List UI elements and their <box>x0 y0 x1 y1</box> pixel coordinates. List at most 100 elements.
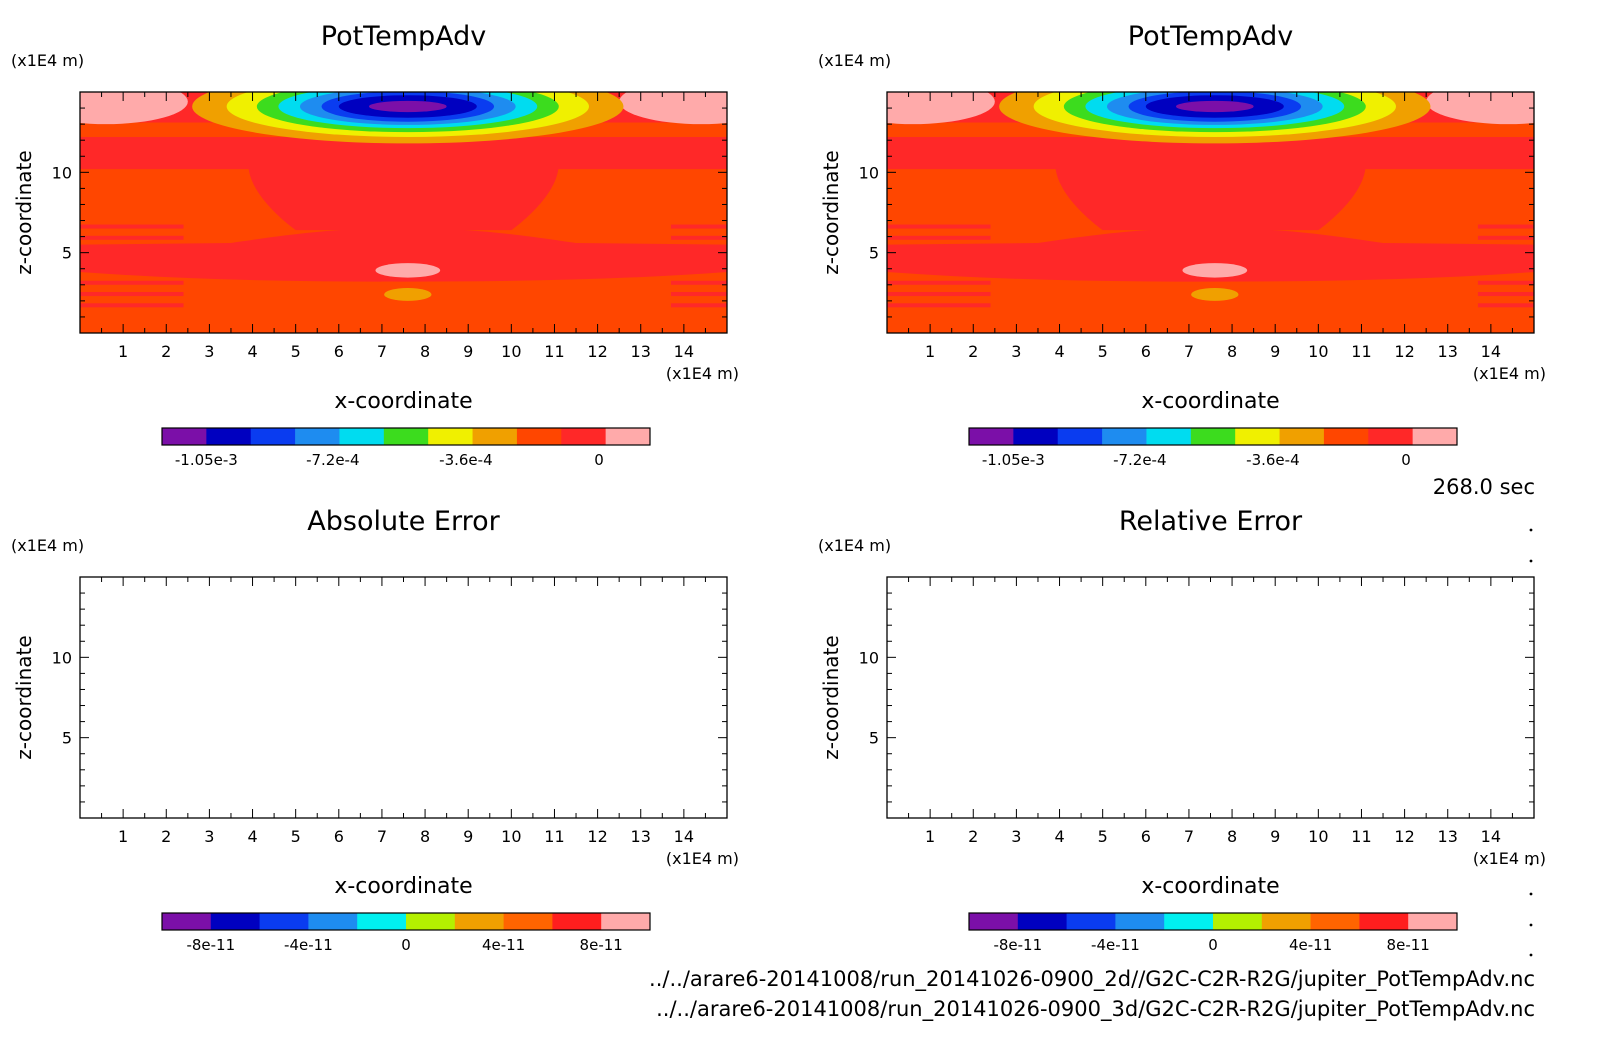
contour-region <box>670 235 727 240</box>
colorbar: -1.05e-3 -7.2e-4 -3.6e-4 0 <box>161 427 651 469</box>
contour-region <box>887 280 991 285</box>
contour-region <box>80 224 184 229</box>
contour-region <box>670 280 727 285</box>
chart-panel-4: Relative Error (x1E4 m) (x1E4 m) x-coordina… <box>818 506 1546 954</box>
x-tick-label: 6 <box>334 342 344 361</box>
x-tick-label: 7 <box>1184 827 1194 846</box>
contour-region <box>887 292 991 297</box>
x-tick-label: 13 <box>631 342 651 361</box>
x-tick-label: 5 <box>1098 342 1108 361</box>
contour-region <box>619 92 727 125</box>
x-tick-label: 11 <box>544 827 564 846</box>
colorbar-swatch <box>1164 913 1214 930</box>
y-tick-label: 10 <box>52 163 72 182</box>
contour-region <box>375 263 441 278</box>
colorbar-swatch <box>428 428 474 445</box>
contour-region <box>1477 303 1534 308</box>
contour-region <box>1182 263 1248 278</box>
colorbar-swatch <box>1323 428 1369 445</box>
colorbar-tick-label: -8e-11 <box>186 936 235 954</box>
x-tick-label: 11 <box>544 342 564 361</box>
contour-region <box>80 228 727 282</box>
y-axis-label: z-coordinate <box>12 150 36 274</box>
contour-region <box>1191 288 1239 301</box>
x-tick-label: 10 <box>1308 827 1328 846</box>
x-tick-label: 11 <box>1351 827 1371 846</box>
x-tick-label: 5 <box>291 827 301 846</box>
contour-region <box>887 235 991 240</box>
colorbar-tick-label: -8e-11 <box>993 936 1042 954</box>
colorbar-tick-label: -1.05e-3 <box>982 451 1045 469</box>
y-axis-label: z-coordinate <box>12 635 36 759</box>
contour-region <box>670 292 727 297</box>
colorbar-tick-label: 4e-11 <box>482 936 525 954</box>
colorbar-tick-label: -3.6e-4 <box>439 451 492 469</box>
colorbar-swatch <box>969 913 1019 930</box>
colorbar-tick-label: 8e-11 <box>580 936 623 954</box>
colorbar-swatch <box>406 913 456 930</box>
x-unit-label: (x1E4 m) <box>666 849 739 868</box>
colorbar-swatch <box>1057 428 1103 445</box>
x-tick-label: 12 <box>1394 827 1414 846</box>
colorbar-swatch <box>1013 428 1059 445</box>
colorbar-frame <box>968 427 1458 446</box>
x-tick-label: 13 <box>1438 827 1458 846</box>
colorbar-swatch <box>1102 428 1147 445</box>
colorbar-tick-label: 0 <box>594 451 604 469</box>
y-tick-label: 10 <box>52 648 72 667</box>
colorbar-swatch <box>1190 428 1236 445</box>
colorbar-swatch <box>969 428 1014 445</box>
x-tick-label: 6 <box>334 827 344 846</box>
x-tick-label: 9 <box>463 342 473 361</box>
x-tick-label: 14 <box>674 827 694 846</box>
colorbar-swatch <box>561 428 607 445</box>
x-tick-label: 8 <box>1227 827 1237 846</box>
colorbar-swatch <box>1279 428 1325 445</box>
x-tick-label: 13 <box>631 827 651 846</box>
x-tick-label: 4 <box>247 342 257 361</box>
x-tick-label: 6 <box>1141 827 1151 846</box>
y-unit-label: (x1E4 m) <box>11 51 84 70</box>
x-tick-label: 10 <box>1308 342 1328 361</box>
y-tick-label: 5 <box>62 244 72 263</box>
colorbar-swatch <box>339 428 385 445</box>
x-tick-label: 9 <box>1270 342 1280 361</box>
colorbar-swatch <box>259 913 309 930</box>
colorbar-tick-label: 0 <box>401 936 411 954</box>
contour-region <box>1477 292 1534 297</box>
contour-region <box>80 235 184 240</box>
contour-region <box>670 303 727 308</box>
colorbar-tick-label: -7.2e-4 <box>306 451 359 469</box>
colorbar-swatch <box>1066 913 1116 930</box>
x-tick-label: 7 <box>377 342 387 361</box>
chart-title: PotTempAdv <box>321 21 487 52</box>
colorbar-swatch <box>357 913 407 930</box>
y-tick-label: 10 <box>859 648 879 667</box>
x-tick-label: 12 <box>1394 342 1414 361</box>
x-tick-label: 3 <box>204 827 214 846</box>
x-tick-label: 13 <box>1438 342 1458 361</box>
colorbar-swatch <box>1408 913 1458 930</box>
colorbar-tick-label: -7.2e-4 <box>1113 451 1166 469</box>
x-tick-label: 12 <box>587 827 607 846</box>
x-tick-label: 5 <box>1098 827 1108 846</box>
x-unit-label: (x1E4 m) <box>1473 364 1546 383</box>
contour-region <box>1477 280 1534 285</box>
colorbar-frame <box>161 912 651 931</box>
time-label: 268.0 sec <box>1433 475 1535 499</box>
y-tick-label: 5 <box>62 729 72 748</box>
colorbar-swatch <box>162 428 207 445</box>
contour-region <box>1175 100 1254 113</box>
x-tick-label: 11 <box>1351 342 1371 361</box>
colorbar-swatch <box>1412 428 1458 445</box>
x-axis-label: x-coordinate <box>1141 389 1279 414</box>
x-tick-label: 2 <box>968 342 978 361</box>
x-unit-label: (x1E4 m) <box>1473 849 1546 868</box>
contour-fill <box>80 92 727 333</box>
x-tick-label: 7 <box>377 827 387 846</box>
colorbar: -8e-11 -4e-11 0 4e-11 8e-11 <box>161 912 651 954</box>
x-tick-label: 9 <box>463 827 473 846</box>
colorbar-swatch <box>250 428 296 445</box>
x-tick-label: 7 <box>1184 342 1194 361</box>
colorbar: -1.05e-3 -7.2e-4 -3.6e-4 0 <box>968 427 1458 469</box>
